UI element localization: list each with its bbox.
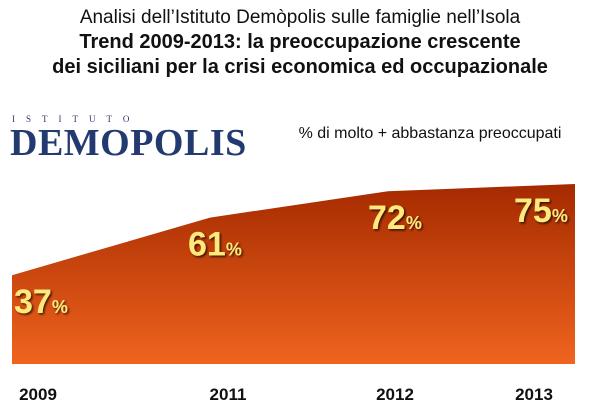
data-label-2009: 37%: [14, 283, 68, 321]
x-tick-2012: 2012: [376, 385, 414, 404]
x-tick-2011: 2011: [210, 385, 247, 404]
data-label-2011: 61%: [188, 226, 242, 264]
title-area: Analisi dell’Istituto Demòpolis sulle fa…: [0, 6, 600, 80]
logo-main-text: DEMOPOLIS: [10, 122, 247, 164]
supertitle: Analisi dell’Istituto Demòpolis sulle fa…: [79, 7, 521, 28]
area-layer: [12, 184, 575, 364]
x-tick-2013: 2013: [515, 385, 553, 404]
data-label-layer: 37% 61% 72% 75%: [14, 192, 568, 321]
demopolis-logo: ISTITUTO DEMOPOLIS: [10, 114, 247, 164]
data-label-2012: 72%: [368, 199, 422, 237]
data-label-2013: 75%: [514, 192, 568, 230]
x-tick-2009: 2009: [19, 385, 57, 404]
chart-subtitle: % di molto + abbastanza preoccupati: [298, 125, 562, 142]
x-axis-tick-layer: 2009 2011 2012 2013: [19, 385, 553, 404]
headline-line-2: dei siciliani per la crisi economica ed …: [52, 56, 548, 78]
headline-line-1: Trend 2009-2013: la preoccupazione cresc…: [79, 31, 521, 53]
logo-top-text: ISTITUTO: [12, 114, 141, 124]
area-series: [12, 184, 575, 364]
